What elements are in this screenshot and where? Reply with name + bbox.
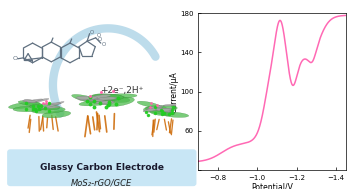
Text: O: O — [97, 33, 101, 38]
Ellipse shape — [161, 112, 189, 117]
Ellipse shape — [76, 96, 98, 99]
Ellipse shape — [44, 101, 64, 108]
Ellipse shape — [34, 98, 49, 102]
Ellipse shape — [29, 104, 60, 110]
Ellipse shape — [18, 101, 42, 106]
Ellipse shape — [13, 106, 44, 112]
Ellipse shape — [147, 106, 162, 109]
Ellipse shape — [87, 94, 111, 99]
Ellipse shape — [91, 94, 124, 101]
Text: +2e⁻,2H⁺: +2e⁻,2H⁺ — [100, 86, 144, 95]
Text: O: O — [101, 42, 106, 46]
Ellipse shape — [147, 106, 163, 110]
Ellipse shape — [157, 109, 171, 112]
Text: O: O — [90, 30, 94, 35]
Ellipse shape — [137, 101, 160, 108]
Ellipse shape — [143, 107, 162, 112]
FancyBboxPatch shape — [7, 149, 197, 186]
Ellipse shape — [99, 101, 114, 105]
Ellipse shape — [163, 104, 176, 106]
Ellipse shape — [22, 100, 36, 102]
Ellipse shape — [72, 94, 101, 103]
Ellipse shape — [32, 107, 65, 114]
Ellipse shape — [24, 100, 36, 103]
Y-axis label: Current/μA: Current/μA — [170, 71, 179, 112]
Ellipse shape — [42, 111, 71, 118]
Ellipse shape — [27, 99, 43, 102]
Ellipse shape — [156, 105, 177, 112]
Ellipse shape — [92, 94, 130, 103]
Text: O: O — [98, 37, 102, 42]
Ellipse shape — [146, 107, 175, 115]
Ellipse shape — [162, 108, 174, 110]
Text: Glassy Carbon Electrode: Glassy Carbon Electrode — [40, 163, 164, 172]
Text: O: O — [13, 56, 18, 61]
Ellipse shape — [98, 97, 117, 100]
Text: MoS₂-rGO/GCE: MoS₂-rGO/GCE — [71, 178, 132, 187]
Ellipse shape — [39, 106, 60, 108]
X-axis label: Potential/V: Potential/V — [251, 182, 293, 189]
Ellipse shape — [156, 108, 172, 111]
Ellipse shape — [8, 102, 40, 109]
Ellipse shape — [43, 103, 61, 105]
Ellipse shape — [79, 99, 115, 106]
Ellipse shape — [144, 105, 166, 112]
Ellipse shape — [106, 98, 134, 106]
Ellipse shape — [79, 98, 103, 100]
Ellipse shape — [99, 94, 137, 99]
Ellipse shape — [94, 101, 113, 104]
Ellipse shape — [150, 110, 171, 116]
Ellipse shape — [87, 99, 105, 101]
